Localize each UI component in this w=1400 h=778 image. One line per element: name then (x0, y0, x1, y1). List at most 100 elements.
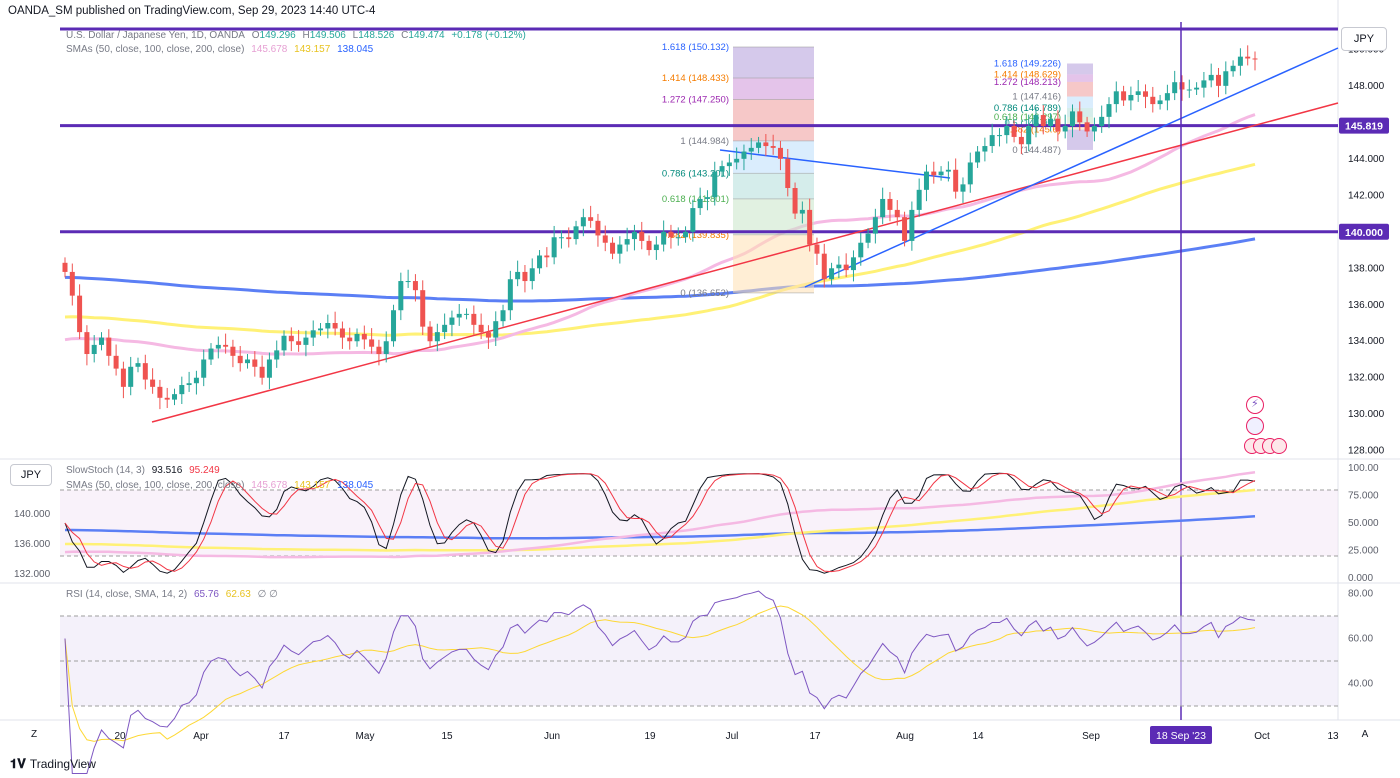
fib-level-label-right: 1.618 (149.226) (994, 58, 1061, 69)
candle-body (412, 281, 418, 291)
stoch-sma100 (64, 488, 1256, 552)
price-tick-label: 136.000 (1348, 300, 1385, 311)
rsi-legend: RSI (14, close, SMA, 14, 2) 65.76 62.63 … (66, 589, 278, 600)
cursor-date-badge (1150, 726, 1212, 744)
event-circles-icon[interactable] (1244, 438, 1288, 456)
candle-body (1062, 125, 1068, 132)
fib-zone-right (1067, 63, 1093, 75)
fib-level-label-right: 1.414 (148.629) (994, 69, 1061, 80)
candle-body (1040, 115, 1046, 126)
lightning-event-icon[interactable]: ⚡ (1246, 396, 1264, 414)
candle-body (668, 231, 674, 238)
candle-body (902, 217, 908, 241)
candle-body (398, 281, 404, 311)
auto-scale-button[interactable]: A (1357, 727, 1373, 743)
fib-level-label: 1.618 (150.132) (662, 42, 729, 53)
candle-body (770, 146, 776, 148)
candle-body (799, 209, 805, 214)
price-tick-label: 134.000 (1348, 336, 1385, 347)
candle-body (464, 313, 470, 315)
fib-zone (733, 234, 814, 293)
candle-body (91, 344, 97, 355)
rsi-tick-label: 40.00 (1348, 679, 1373, 690)
fib-zone (733, 77, 814, 100)
candle-body (259, 366, 265, 378)
candle-body (646, 240, 652, 251)
candle-body (1004, 125, 1010, 136)
candle-body (1194, 87, 1200, 90)
currency-button-stoch[interactable]: JPY (10, 464, 52, 486)
price-tick-label: 130.000 (1348, 409, 1385, 420)
change-value: +0.178 (+0.12%) (451, 30, 526, 41)
sma100-value: 143.157 (294, 44, 331, 55)
candle-body (84, 332, 90, 355)
candle-body (478, 324, 484, 333)
stoch-left-tick-label: 136.000 (14, 539, 51, 550)
candle-body (836, 264, 842, 269)
candle-body (1172, 82, 1178, 94)
candle-body (967, 162, 973, 185)
candle-body (471, 313, 477, 325)
rsi-tick-label: 80.00 (1348, 589, 1373, 600)
candle-body (624, 239, 630, 245)
stoch-tick-label: 25.000 (1348, 546, 1379, 557)
fib-zone (733, 99, 814, 141)
fib-level-label-right: 0.786 (146.789) (994, 103, 1061, 114)
candle-body (712, 171, 718, 198)
candle-body (566, 237, 572, 240)
candle-body (208, 348, 214, 360)
price-badge (1339, 117, 1389, 134)
candle-body (405, 281, 411, 283)
fib-zone (733, 198, 814, 235)
candle-body (427, 326, 433, 342)
candle-body (1121, 91, 1127, 101)
time-tick-label: 17 (809, 731, 821, 742)
open-value: 149.296 (259, 30, 296, 41)
sma100-line (64, 162, 1256, 337)
candle-body (1106, 104, 1112, 117)
fib-zone-right (1067, 129, 1093, 150)
candle-body (887, 198, 893, 210)
us-flag-icon[interactable] (1246, 417, 1264, 435)
candle-body (1069, 111, 1075, 126)
candle-body (1230, 65, 1236, 72)
candle-body (1237, 56, 1243, 66)
candle-body (288, 335, 294, 342)
candle-body (923, 171, 929, 190)
zoom-button[interactable]: Z (26, 727, 42, 743)
sma50-value: 145.678 (251, 44, 288, 55)
currency-button-main[interactable]: JPY (1341, 27, 1387, 51)
stoch-tick-label: 50.000 (1348, 518, 1379, 529)
candle-body (157, 386, 163, 398)
candle-body (522, 271, 528, 282)
candle-body (515, 271, 521, 280)
footer-brand[interactable]: 𝟏𝐕 TradingView (10, 756, 96, 772)
candle-body (1033, 115, 1039, 126)
candle-body (1245, 56, 1251, 59)
candle-body (442, 324, 448, 333)
candle-body (697, 198, 703, 209)
candle-body (931, 171, 937, 176)
candle-body (639, 231, 645, 241)
candle-body (142, 363, 148, 380)
low-value: 148.526 (358, 30, 395, 41)
candle-body (193, 377, 199, 384)
candle-body (500, 310, 506, 322)
fib-level-label: 1.414 (148.433) (662, 73, 729, 84)
price-tick-label: 142.000 (1348, 190, 1385, 201)
candle-body (785, 158, 791, 189)
candle-body (1113, 91, 1119, 105)
candle-body (777, 147, 783, 159)
candle-body (245, 359, 251, 364)
candle-body (792, 188, 798, 214)
stoch-tick-label: 0.000 (1348, 573, 1373, 584)
rsi-line (64, 590, 1256, 774)
sma200-line (64, 237, 1256, 303)
candle-body (164, 397, 170, 400)
main-legend: U.S. Dollar / Japanese Yen, 1D, OANDA O1… (66, 30, 526, 41)
candle-body (215, 344, 221, 349)
candle-body (201, 359, 207, 378)
candle-body (369, 339, 375, 347)
candle-body (653, 244, 659, 251)
